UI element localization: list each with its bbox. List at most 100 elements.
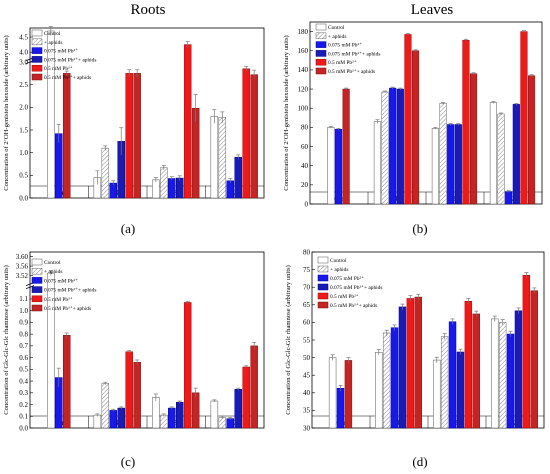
bar xyxy=(381,91,389,205)
bar xyxy=(336,387,345,429)
y-tick-label: 1.5 xyxy=(19,126,28,134)
legend-swatch xyxy=(31,258,43,266)
y-tick-label: 0.7 xyxy=(19,342,28,350)
bar xyxy=(125,73,133,199)
chart-panel-4: 30 35 40 45 50 55 60 65 70 75 80 Concentration of G… xyxy=(285,248,545,469)
legend-swatch xyxy=(315,67,327,75)
y-tick-label: 0.9 xyxy=(19,319,28,327)
legend: Control + aphids 0.075 mM Pb²⁺ 0.075 mM Pb²… xyxy=(317,256,382,309)
legend-label: 0.075 mM Pb²⁺+ aphids xyxy=(330,284,382,291)
bar xyxy=(528,75,536,205)
bar xyxy=(439,103,447,205)
chart-panel-3: 0.0 0.1 0.2 0.3 0.4 0.5 0.6 0.7 0.8 0.9 1.0 1.1 3.52… xyxy=(3,251,265,469)
y-tick-label: 0.5 xyxy=(19,172,28,180)
legend-label: 0.5 mM Pb²⁺ xyxy=(328,59,357,66)
y-tick-label: 3.60 xyxy=(16,253,29,261)
bar xyxy=(373,121,381,205)
legend-swatch xyxy=(317,292,329,300)
legend-label: 0.075 mM Pb²⁺ xyxy=(328,42,362,49)
bar xyxy=(210,400,219,429)
legend-label: Control xyxy=(44,260,61,266)
bar xyxy=(498,322,507,429)
legend-swatch xyxy=(315,41,327,48)
bar xyxy=(491,318,499,429)
y-tick-label: 4.0 xyxy=(19,48,28,56)
bar xyxy=(431,128,439,205)
bar xyxy=(62,335,71,429)
y-tick-label: 0 xyxy=(305,200,309,208)
legend-swatch xyxy=(31,56,43,63)
bar xyxy=(472,313,480,429)
bar xyxy=(342,88,350,205)
bar xyxy=(250,345,258,429)
bar xyxy=(250,74,258,199)
bar xyxy=(101,383,110,429)
y-tick-label: 0.3 xyxy=(19,389,28,397)
bar xyxy=(334,129,343,205)
bar xyxy=(464,301,473,429)
bar xyxy=(47,30,55,199)
chart-panel-2: 0 20 40 60 80 100 120 140 160 180 Concentration of… xyxy=(283,2,543,236)
legend-swatch xyxy=(31,29,43,37)
y-axis-label: Concentration of 2’OH-genistein hexoside… xyxy=(3,35,10,190)
bar xyxy=(218,117,227,199)
legend-swatch xyxy=(31,38,43,46)
bar xyxy=(327,127,335,205)
legend-swatch xyxy=(317,274,329,282)
panel-label: (d) xyxy=(412,454,427,469)
y-tick-label: 30 xyxy=(303,424,311,432)
legend-swatch xyxy=(317,283,329,291)
bar xyxy=(406,298,415,429)
legend-label: 0.075 mM Pb²⁺ xyxy=(44,277,78,284)
panel-title: Leaves xyxy=(411,2,454,18)
legend-label: 0.5 mM Pb²⁺+ aphids xyxy=(44,74,91,81)
bar xyxy=(506,333,515,429)
bar xyxy=(497,113,505,205)
bar xyxy=(462,39,470,205)
bar xyxy=(160,167,168,199)
y-tick-label: 100 xyxy=(298,105,309,113)
y-tick-label: 0.4 xyxy=(19,377,28,385)
legend-swatch xyxy=(317,256,329,264)
y-tick-label: 60 xyxy=(303,319,311,327)
legend-label: 0.075 mM Pb²⁺+ aphids xyxy=(44,56,96,63)
bar xyxy=(447,124,455,205)
bar xyxy=(489,102,497,205)
legend-swatch xyxy=(315,23,327,31)
y-tick-label: 40 xyxy=(303,389,311,397)
bar xyxy=(396,88,404,205)
y-tick-label: 80 xyxy=(301,124,309,132)
bar xyxy=(183,302,192,429)
legend-swatch xyxy=(31,286,43,293)
y-tick-label: 3.56 xyxy=(16,262,29,270)
y-tick-label: 0.8 xyxy=(19,330,28,338)
legend-label: 0.5 mM Pb²⁺ xyxy=(330,293,359,300)
y-axis-label: Concentration of Glc-Glc-Glc rhamnose (a… xyxy=(285,265,292,415)
bar xyxy=(226,180,235,199)
bar xyxy=(152,397,160,429)
legend-swatch xyxy=(31,304,43,312)
bar xyxy=(375,352,383,429)
y-tick-label: 70 xyxy=(303,284,311,292)
panel-label: (c) xyxy=(121,454,135,469)
y-tick-label: 20 xyxy=(301,181,309,189)
bar xyxy=(168,178,176,199)
y-tick-label: 120 xyxy=(298,85,309,93)
panel-title: Roots xyxy=(130,2,165,18)
legend-label: Control xyxy=(328,25,345,31)
legend-swatch xyxy=(31,73,43,81)
y-tick-label: 1.1 xyxy=(19,295,28,303)
bar xyxy=(55,133,63,199)
bar xyxy=(218,417,227,429)
y-tick-label: 160 xyxy=(298,47,309,55)
y-tick-label: 0.0 xyxy=(19,194,28,202)
y-tick-label: 40 xyxy=(301,162,309,170)
y-tick-label: 1.0 xyxy=(19,149,28,157)
legend-swatch xyxy=(317,301,329,309)
y-tick-label: 3.52 xyxy=(16,272,29,280)
y-tick-label: 0.2 xyxy=(19,401,28,409)
legend-label: + aphids xyxy=(330,267,348,273)
bar xyxy=(226,418,235,429)
legend-label: + aphids xyxy=(44,40,62,46)
y-tick-label: 0.6 xyxy=(19,354,28,362)
